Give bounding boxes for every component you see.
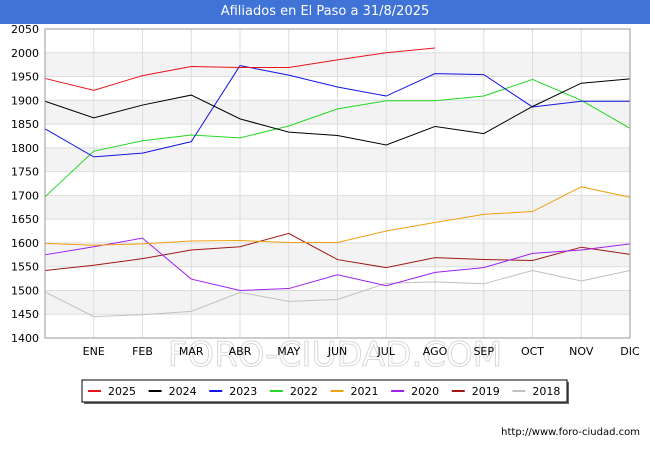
x-tick-label: OCT (521, 345, 544, 358)
y-tick-label: 1950 (11, 71, 39, 84)
title-bar (0, 0, 650, 24)
y-tick-label: 1700 (11, 189, 39, 202)
x-tick-label: DIC (620, 345, 640, 358)
y-tick-label: 1650 (11, 213, 39, 226)
y-tick-label: 1850 (11, 118, 39, 131)
legend-label: 2021 (351, 385, 379, 398)
x-tick-label: ENE (83, 345, 105, 358)
legend-label: 2018 (532, 385, 560, 398)
grid-lines (45, 28, 630, 339)
series-layer (44, 47, 631, 318)
y-tick-label: 1800 (11, 142, 39, 155)
y-axis-ticks: 1400 1450 1500 1550 1600 1650 1700 1750 1800 1850… (11, 23, 39, 345)
y-tick-label: 1450 (11, 308, 39, 321)
legend-label: 2020 (411, 385, 439, 398)
legend-label: 2024 (169, 385, 197, 398)
y-tick-label: 1600 (11, 237, 39, 250)
y-tick-label: 1750 (11, 166, 39, 179)
legend-label: 2023 (229, 385, 257, 398)
legend: 2025 2024 2023 2022 2021 2020 2019 2018 (81, 379, 569, 404)
series-line-2019 (44, 232, 631, 271)
x-tick-label: JUN (327, 345, 348, 358)
legend-label: 2025 (108, 385, 136, 398)
source-credit: http://www.foro-ciudad.com (501, 427, 640, 438)
series-line-2024 (44, 78, 631, 146)
x-tick-label: SEP (473, 345, 494, 358)
y-tick-label: 1400 (11, 332, 39, 345)
x-tick-label: AGO (423, 345, 448, 358)
legend-box (81, 379, 568, 403)
legend-label: 2019 (472, 385, 500, 398)
x-axis-ticks: ENE FEB MAR ABR MAY JUN JUL AGO SEP OCT NOV DIC (83, 345, 640, 358)
x-tick-label: ABR (229, 345, 252, 358)
series-line-2022 (44, 78, 631, 198)
chart-title: Afiliados en El Paso a 31/8/2025 (220, 4, 430, 19)
x-tick-label: FEB (132, 345, 153, 358)
y-tick-label: 2000 (11, 47, 39, 60)
series-line-2020 (44, 237, 631, 291)
series-line-2025 (44, 47, 436, 91)
plot-frame (44, 28, 631, 339)
x-tick-label: MAR (179, 345, 204, 358)
series-line-2018 (44, 269, 631, 318)
watermark-layer: FORO-CIUDAD.COM (167, 335, 502, 376)
x-tick-label: JUL (377, 345, 396, 358)
watermark-text: FORO-CIUDAD.COM (168, 335, 502, 375)
x-tick-label: NOV (569, 345, 594, 358)
y-tick-label: 1900 (11, 94, 39, 107)
y-tick-label: 1500 (11, 284, 39, 297)
series-line-2021 (44, 186, 631, 246)
x-tick-label: MAY (277, 345, 300, 358)
legend-label: 2022 (290, 385, 318, 398)
y-tick-label: 1550 (11, 261, 39, 274)
y-tick-label: 2050 (11, 23, 39, 36)
